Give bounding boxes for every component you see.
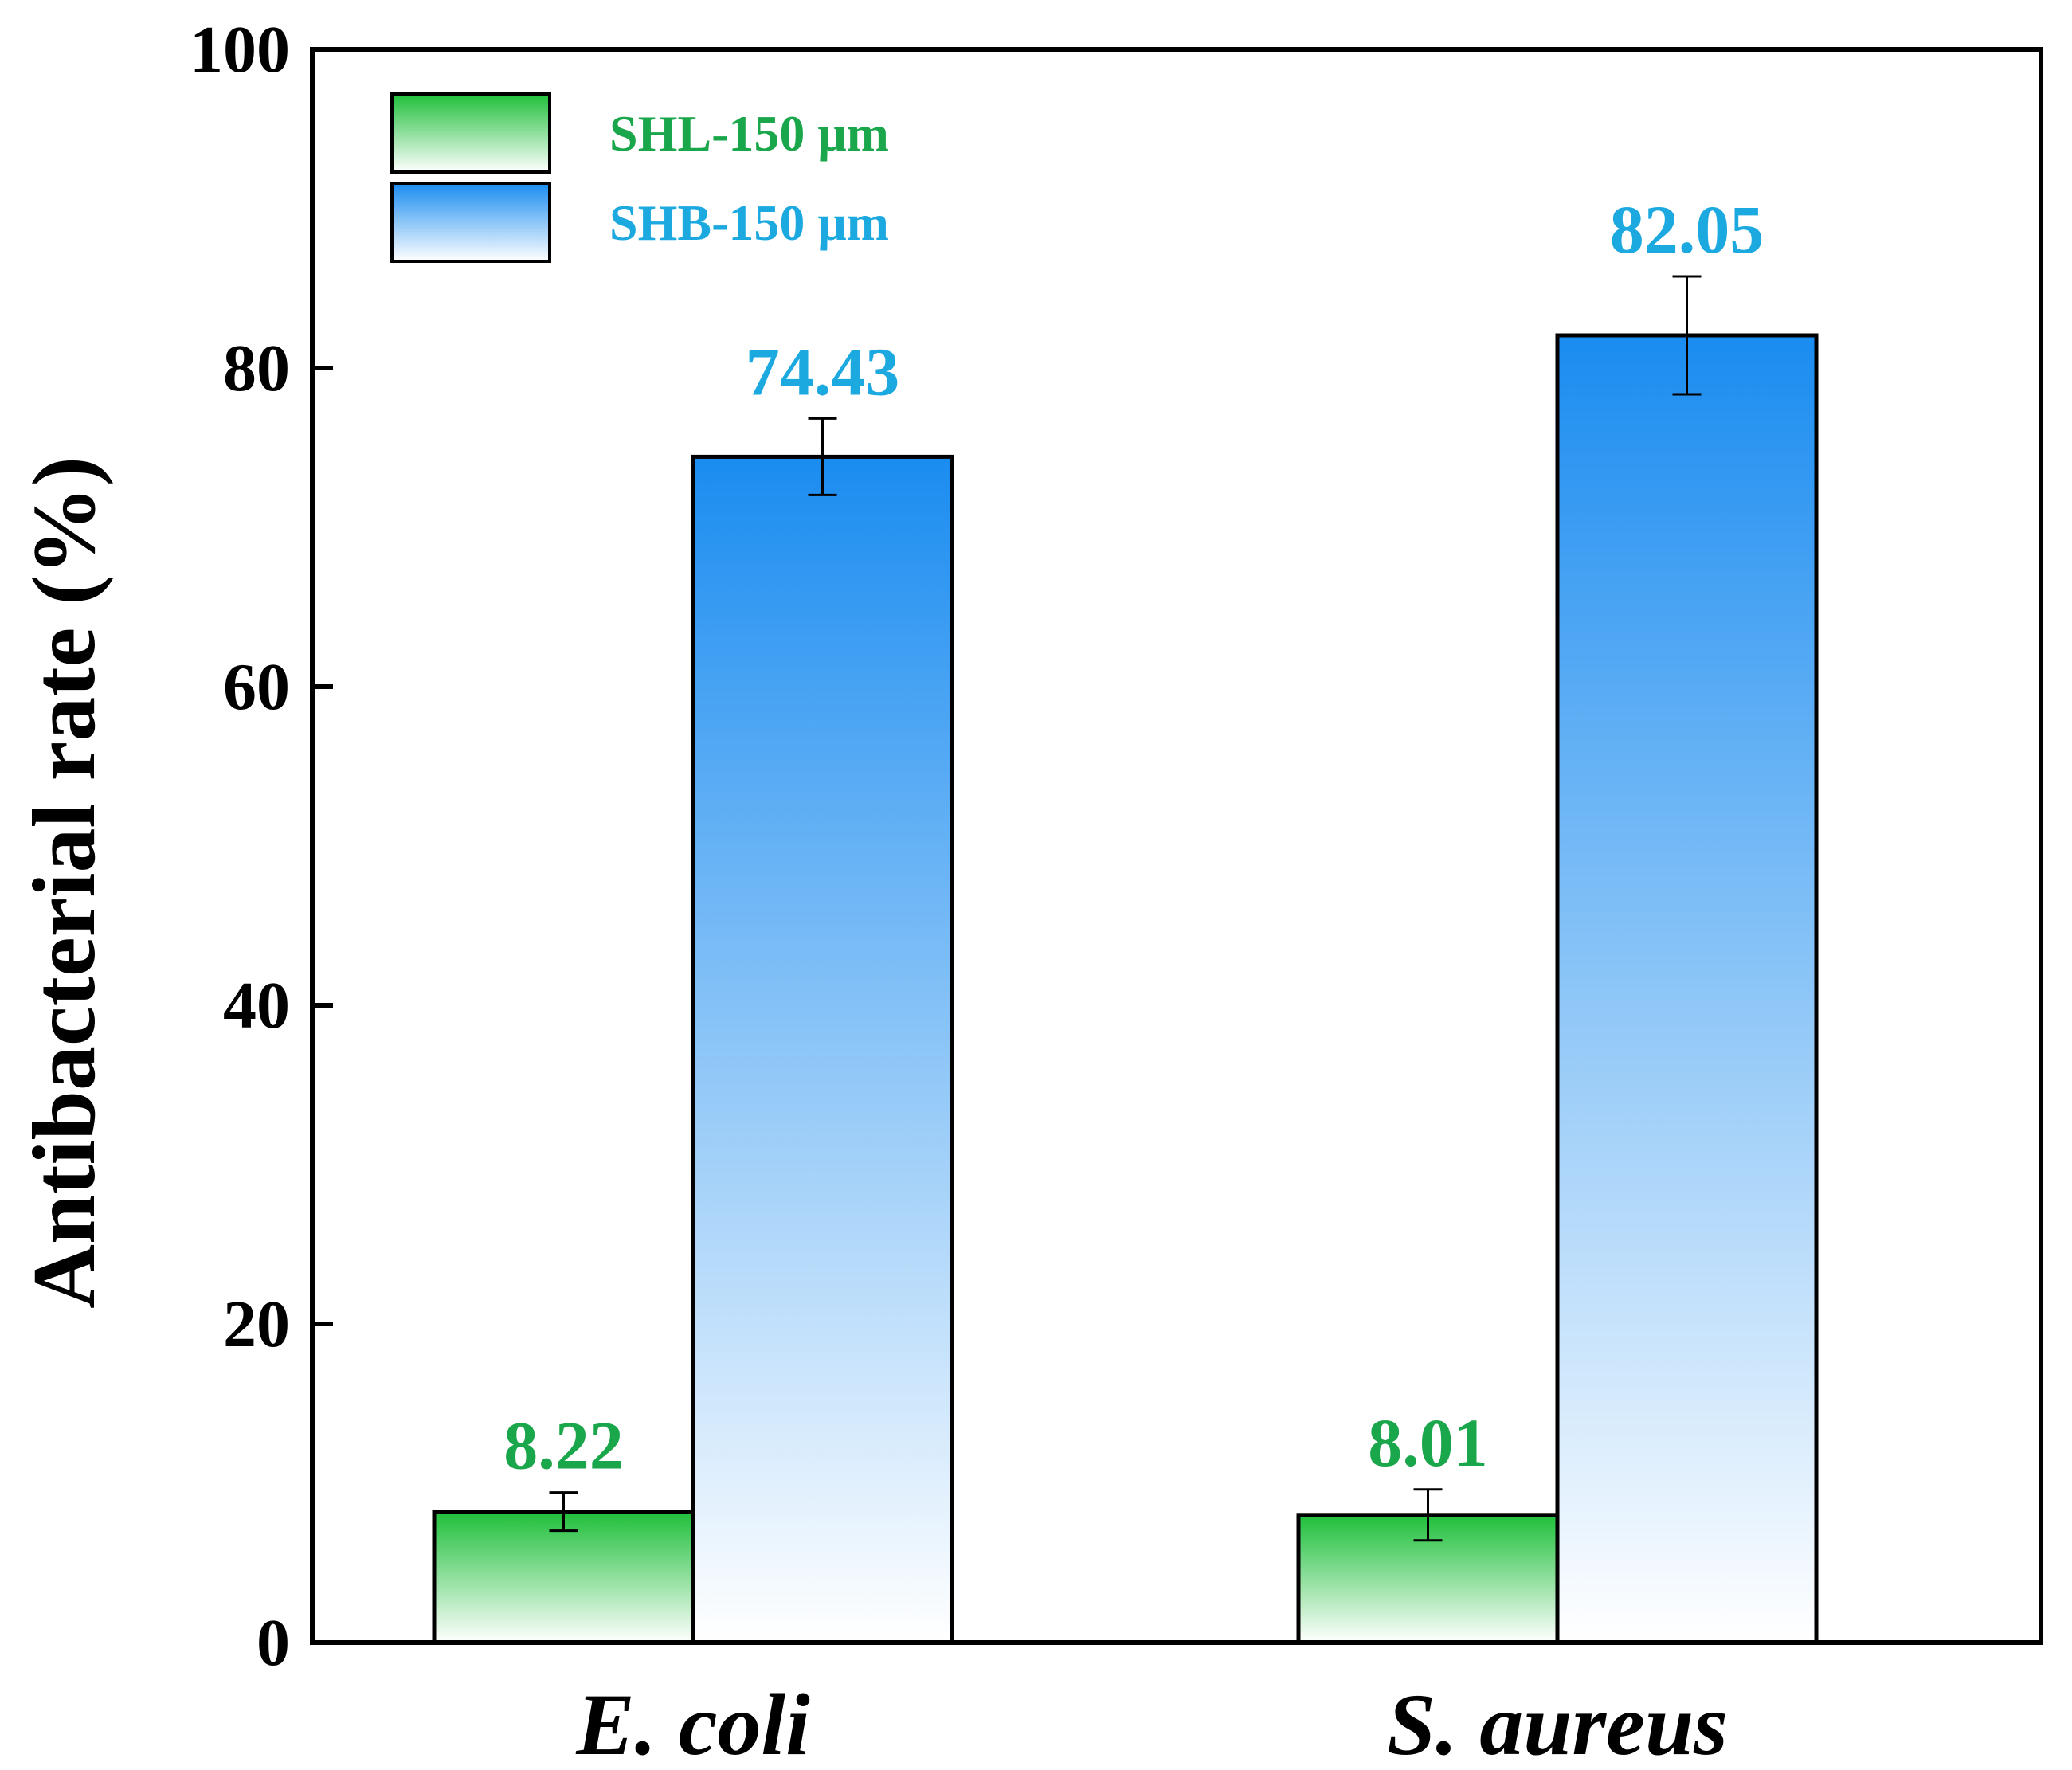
legend: SHL-150 μm SHB-150 μm (390, 92, 889, 263)
y-tick-label: 40 (223, 969, 290, 1043)
y-tick-label: 0 (257, 1606, 290, 1680)
value-label: 82.05 (1610, 191, 1765, 268)
bar-shb-saureus (1555, 333, 1819, 1645)
x-axis-category-labels: E. coli S. aureus (575, 1676, 1728, 1770)
y-axis-ticks: 0 20 40 60 80 100 (190, 13, 333, 1680)
legend-swatch (390, 92, 551, 174)
y-tick-label: 100 (190, 13, 290, 87)
legend-label: SHB-150 μm (609, 194, 889, 251)
x-category-label: E. coli (575, 1676, 810, 1770)
bar-shl-ecoli (432, 1510, 695, 1645)
legend-label: SHL-150 μm (609, 105, 889, 162)
y-tick-label: 80 (223, 331, 290, 405)
plot-frame (310, 47, 2043, 1645)
bar-shb-ecoli (691, 454, 954, 1645)
value-labels: 8.22 74.43 8.01 82.05 (503, 191, 1764, 1484)
value-label: 8.01 (1368, 1404, 1488, 1481)
error-bars (549, 275, 1702, 1542)
x-category-label: S. aureus (1387, 1676, 1728, 1770)
y-tick-label: 60 (223, 650, 290, 724)
value-label: 74.43 (746, 333, 900, 409)
y-axis-title: Antibacterial rate (%) (15, 456, 114, 1309)
legend-swatch (390, 182, 551, 263)
value-label: 8.22 (503, 1408, 624, 1484)
bars (432, 333, 1819, 1645)
y-tick-label: 20 (223, 1287, 290, 1361)
